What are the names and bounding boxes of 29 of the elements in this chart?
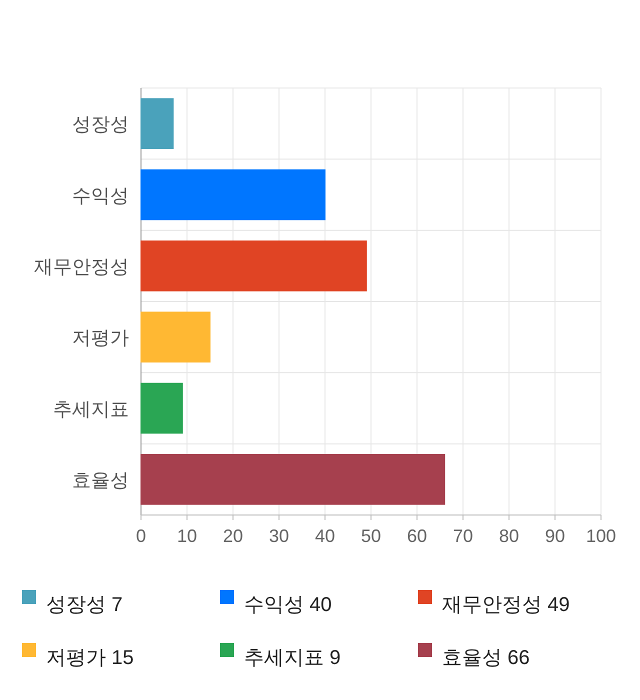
x-tick-label: 10	[176, 526, 198, 546]
y-tick-label: 재무안정성	[34, 256, 129, 278]
legend-label: 효율성 66	[442, 647, 530, 669]
y-tick-label: 수익성	[72, 186, 129, 207]
x-tick-label: 0	[136, 526, 146, 546]
x-tick-label: 60	[406, 526, 428, 546]
legend-label: 재무안정성 49	[442, 594, 570, 616]
legend-label: 수익성 40	[244, 594, 332, 616]
legend-item: 추세지표 9	[220, 643, 341, 669]
legend-item: 효율성 66	[418, 643, 530, 669]
legend-label: 성장성 7	[46, 594, 123, 616]
y-tick-label: 저평가	[72, 328, 129, 350]
legend-label: 추세지표 9	[244, 647, 341, 669]
legend-item: 수익성 40	[220, 590, 332, 616]
legend-item: 재무안정성 49	[418, 590, 570, 616]
x-tick-label: 70	[452, 526, 474, 546]
x-tick-label: 100	[586, 526, 616, 546]
x-tick-label: 40	[314, 526, 336, 546]
x-tick-label: 80	[498, 526, 520, 546]
legend-label: 저평가 15	[46, 647, 134, 669]
x-tick-label: 30	[268, 526, 290, 546]
legend-item: 저평가 15	[22, 643, 134, 669]
y-tick-label: 효율성	[72, 470, 129, 492]
x-tick-label: 20	[222, 526, 244, 546]
x-tick-label: 90	[544, 526, 566, 546]
x-tick-label: 50	[360, 526, 382, 546]
legend-item: 성장성 7	[22, 590, 123, 616]
y-tick-label: 추세지표	[53, 399, 129, 420]
y-tick-label: 성장성	[72, 114, 129, 136]
